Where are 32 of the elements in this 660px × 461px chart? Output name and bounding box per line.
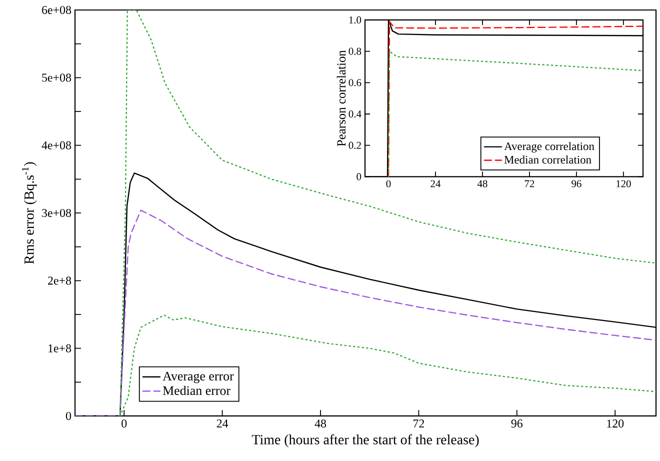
legend-label: Average correlation: [504, 142, 594, 153]
x-tick-label: 24: [430, 180, 441, 188]
x-tick-label: 0: [122, 420, 127, 428]
y-axis-title: Rms error (Bq.s$^{-1}$): [22, 162, 37, 264]
y-tick-label: 1.0: [349, 16, 362, 24]
x-tick-label: 120: [607, 420, 624, 428]
y-tick-label: 0: [356, 173, 362, 180]
y-tick-label: 2e+8: [48, 276, 72, 285]
y-tick-label: 3e+08: [42, 208, 72, 218]
x-tick-label: 0: [386, 180, 391, 188]
x-tick-label: 48: [477, 180, 488, 188]
x-tick-label: 72: [524, 180, 534, 188]
x-tick-label: 96: [511, 420, 523, 428]
y-tick-label: 0.6: [348, 79, 362, 86]
y-tick-label: 0.8: [348, 48, 362, 55]
y-tick-label: 0: [66, 412, 72, 420]
x-tick-label: 24: [216, 420, 228, 428]
y-tick-label: 0.4: [348, 110, 362, 118]
x-tick-label: 48: [314, 420, 326, 428]
x-tick-label: 96: [572, 180, 582, 188]
y-tick-label: 4e+08: [42, 141, 72, 150]
y-tick-label: 0.2: [348, 142, 361, 149]
legend-label: Median correlation: [504, 156, 592, 164]
x-tick-label: 72: [414, 420, 424, 428]
y-tick-label: 5e+08: [42, 74, 72, 82]
x-tick-label: 120: [616, 180, 631, 188]
legend-label: Median error: [162, 386, 230, 395]
y-tick-label: 1e+8: [48, 344, 72, 352]
legend-label: Average error: [162, 372, 234, 384]
x-axis-title: Time (hours after the start of the release): [252, 434, 479, 448]
y-tick-label: 6e+08: [42, 6, 72, 14]
y-axis-title: Pearson correlation: [336, 50, 346, 146]
